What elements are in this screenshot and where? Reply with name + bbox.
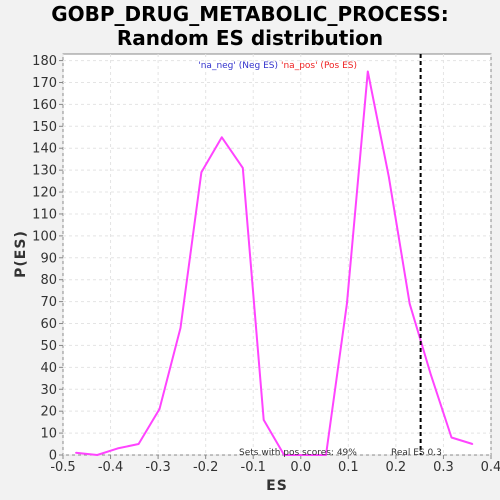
data-point (304, 454, 306, 456)
y-axis-ticks: 0 10 20 30 40 50 60 70 80 90 100 110 120 130 140 150 160… (32, 54, 63, 464)
data-point (96, 454, 99, 456)
data-point (367, 70, 369, 73)
y-tick-label: 20 (40, 405, 57, 420)
real-es-annotation: Real ES 0.3 (391, 448, 442, 458)
y-tick-label: 70 (40, 295, 57, 310)
y-tick-label: 90 (40, 251, 57, 266)
y-tick-label: 30 (40, 383, 57, 398)
data-point (429, 373, 432, 375)
x-tick-label: -0.2 (193, 460, 218, 475)
y-tick-label: 110 (32, 207, 57, 222)
x-axis-ticks: -0.5 -0.4 -0.3 -0.2 -0.1 0.0 0.1 0.2 0.3 0.4 (50, 455, 500, 475)
data-point (262, 419, 265, 421)
data-point (200, 171, 203, 174)
y-tick-label: 100 (32, 229, 57, 244)
legend-pos-es: 'na_pos' (Pos ES) (281, 61, 357, 71)
x-tick-label: -0.3 (145, 460, 170, 475)
series-line (75, 70, 473, 456)
data-point (179, 327, 182, 329)
x-tick-label: 0.0 (290, 460, 311, 475)
pos-scores-annotation: Sets with pos scores: 49% (239, 448, 357, 458)
data-point (325, 454, 327, 456)
y-tick-label: 80 (40, 273, 57, 288)
y-tick-label: 180 (32, 54, 57, 69)
x-tick-label: 0.1 (338, 460, 359, 475)
y-tick-label: 170 (32, 76, 57, 91)
x-axis-label: ES (266, 478, 288, 494)
data-point (408, 303, 411, 305)
y-tick-label: 150 (32, 120, 57, 135)
series-group (75, 70, 474, 456)
y-tick-label: 160 (32, 98, 57, 113)
data-point (387, 175, 390, 178)
chart-title-line-1: GOBP_DRUG_METABOLIC_PROCESS: (51, 2, 449, 26)
chart-title: GOBP_DRUG_METABOLIC_PROCESS: Random ES d… (0, 2, 500, 50)
data-point (450, 436, 453, 439)
data-point (158, 408, 161, 410)
data-point (221, 136, 223, 139)
x-tick-label: 0.4 (481, 460, 500, 475)
x-tick-label: -0.4 (98, 460, 123, 475)
y-tick-label: 130 (32, 164, 57, 179)
y-tick-label: 50 (40, 339, 57, 354)
x-tick-label: -0.1 (241, 460, 266, 475)
data-point (75, 452, 77, 454)
data-point (241, 167, 244, 169)
y-tick-label: 120 (32, 186, 57, 201)
x-tick-label: 0.2 (386, 460, 407, 475)
y-tick-label: 40 (40, 361, 57, 376)
plot-area (62, 53, 492, 456)
data-point (283, 454, 285, 456)
x-tick-label: -0.5 (50, 460, 75, 475)
y-tick-label: 60 (40, 317, 57, 332)
x-tick-label: 0.3 (433, 460, 454, 475)
data-point (116, 447, 119, 450)
y-axis-label: P(ES) (13, 230, 29, 278)
y-tick-label: 140 (32, 142, 57, 157)
y-tick-label: 0 (49, 449, 57, 464)
chart-title-line-2: Random ES distribution (116, 26, 384, 50)
legend-neg-es: 'na_neg' (Neg ES) (198, 61, 278, 71)
data-point (137, 443, 140, 445)
data-point (471, 443, 474, 445)
y-tick-label: 10 (40, 427, 57, 442)
data-point (346, 303, 348, 305)
